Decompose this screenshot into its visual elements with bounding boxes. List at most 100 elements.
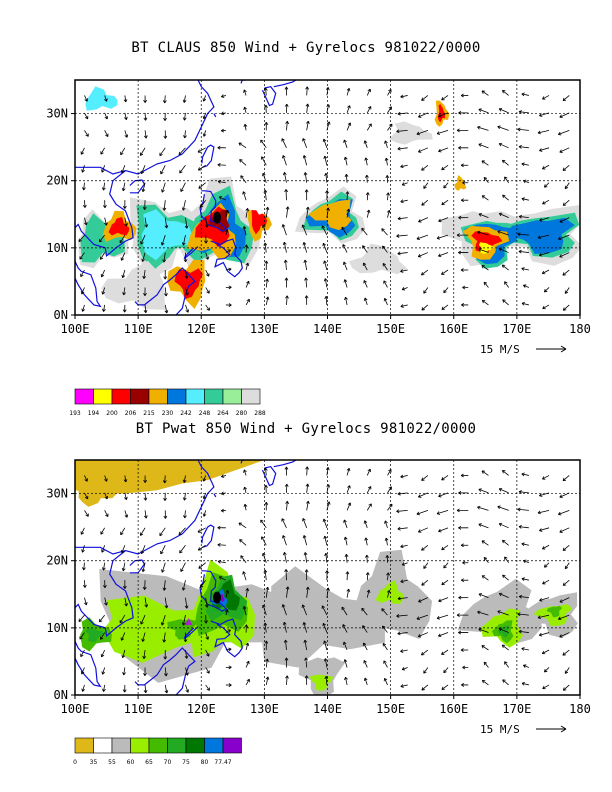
wind-vector-head xyxy=(559,254,563,258)
wind-vector xyxy=(418,217,429,223)
wind-vector-head xyxy=(517,612,521,617)
wind-vector xyxy=(178,147,186,156)
wind-vector-head xyxy=(325,570,329,574)
wind-vector xyxy=(265,467,267,476)
wind-vector-head xyxy=(240,555,244,559)
wind-vector xyxy=(523,180,530,184)
wind-vector-head xyxy=(183,135,187,139)
wind-vector xyxy=(179,165,186,174)
colorbar-swatch xyxy=(204,737,224,754)
wind-vector-head xyxy=(441,477,445,481)
wind-vector-head xyxy=(227,629,231,633)
wind-vector-head xyxy=(100,636,104,640)
precipitable-water-field xyxy=(75,460,580,695)
wind-vector xyxy=(387,210,390,218)
wind-vector xyxy=(537,614,550,619)
wind-vector-head xyxy=(305,103,310,107)
wind-vector xyxy=(286,121,288,131)
wind-vector-head xyxy=(543,564,548,568)
wind-vector xyxy=(421,544,429,551)
gyre-marker xyxy=(184,618,193,626)
wind-vector xyxy=(185,304,189,313)
wind-vector xyxy=(387,590,390,598)
wind-vector xyxy=(518,526,529,529)
wind-vector xyxy=(79,632,85,640)
wind-vector-head xyxy=(264,122,269,126)
wind-vector-head xyxy=(104,478,108,482)
wind-vector-head xyxy=(462,285,466,290)
wind-vector-head xyxy=(521,472,525,477)
wind-vector-head xyxy=(481,645,485,649)
wind-vector-head xyxy=(122,672,126,676)
wind-vector xyxy=(397,527,408,530)
wind-vector-head xyxy=(504,281,508,285)
wind-vector xyxy=(184,510,186,519)
cloud-blob xyxy=(251,210,268,235)
wind-vector-head xyxy=(281,518,285,522)
colorbar-swatch xyxy=(204,388,224,405)
wind-vector-head xyxy=(240,175,244,179)
wind-vector xyxy=(141,545,146,554)
wind-vector xyxy=(285,259,287,271)
wind-vector xyxy=(362,625,368,633)
wind-vector xyxy=(421,199,429,206)
dry-region xyxy=(77,482,117,507)
wind-vector xyxy=(396,234,408,237)
wind-vector xyxy=(502,159,509,166)
wind-vector-head xyxy=(537,510,541,515)
wind-vector-head xyxy=(559,114,563,118)
wind-vector-head xyxy=(384,537,389,541)
wind-vector xyxy=(504,661,509,668)
wind-vector-head xyxy=(101,291,106,295)
wind-vector xyxy=(397,112,408,115)
wind-vector-head xyxy=(416,131,420,136)
cloud-blob xyxy=(471,231,503,253)
wind-vector-head xyxy=(120,257,125,261)
wind-vector-head xyxy=(362,642,367,646)
wind-vector xyxy=(478,108,489,114)
wind-vector-head xyxy=(458,525,462,530)
wind-vector xyxy=(482,680,489,686)
wind-vector-head xyxy=(143,309,148,314)
wind-vector-head xyxy=(285,675,289,679)
wind-vector-head xyxy=(347,485,351,489)
wind-vector-head xyxy=(304,569,309,573)
wind-vector-head xyxy=(421,687,425,691)
wind-vector xyxy=(343,641,348,651)
wind-vector-head xyxy=(324,295,329,300)
wind-vector xyxy=(521,163,529,166)
wind-vector-head xyxy=(185,672,189,676)
cloud-blob xyxy=(141,209,193,261)
wind-vector-head xyxy=(502,679,506,683)
wind-vector xyxy=(400,304,408,307)
wind-vector-head xyxy=(344,676,348,681)
wind-vector-head xyxy=(460,648,464,652)
wind-vector xyxy=(303,242,308,253)
wind-vector xyxy=(542,164,550,170)
wind-vector-head xyxy=(381,608,385,612)
wind-vector xyxy=(517,233,529,236)
wind-vector xyxy=(502,539,509,546)
wind-vector xyxy=(523,560,530,564)
wind-vector-head xyxy=(164,310,169,314)
wind-vector xyxy=(123,287,126,296)
wind-vector-head xyxy=(321,225,326,229)
wind-vector xyxy=(306,206,309,218)
wind-vector-head xyxy=(323,278,328,282)
wind-vector xyxy=(200,199,206,208)
colorbar-swatch xyxy=(93,388,113,405)
wind-vector xyxy=(306,586,309,598)
wind-vector-head xyxy=(461,683,465,687)
wind-vector-head xyxy=(438,218,442,223)
wind-vector-head xyxy=(483,661,488,666)
wind-vector-head xyxy=(441,306,445,310)
wind-vector-head xyxy=(141,188,146,193)
wind-vector-head xyxy=(284,569,288,573)
wind-vector-head xyxy=(481,575,486,579)
wind-vector-head xyxy=(501,90,506,94)
coastline xyxy=(240,80,246,84)
colorbar-swatch xyxy=(93,737,113,754)
wind-vector-head xyxy=(178,151,182,156)
wind-vector-head xyxy=(141,638,145,642)
wind-vector xyxy=(121,165,126,174)
